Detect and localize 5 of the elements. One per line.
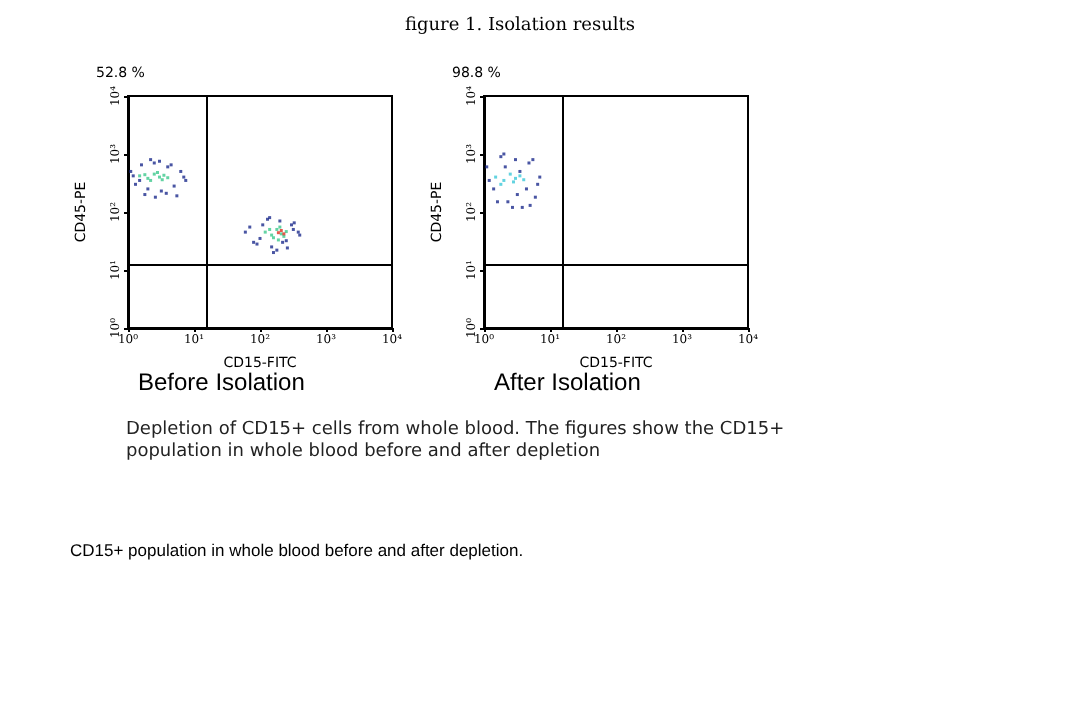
text: After Isolation bbox=[494, 368, 641, 396]
text: CD15+ population in whole blood before and after depletion. bbox=[70, 540, 526, 560]
text: Depletion of CD15+ cells from whole blood. The figures show the CD15+ population in whole blood before and after depletion bbox=[126, 420, 786, 464]
text: figure 1. Isolation results bbox=[402, 16, 638, 36]
text: Before Isolation bbox=[138, 368, 305, 396]
